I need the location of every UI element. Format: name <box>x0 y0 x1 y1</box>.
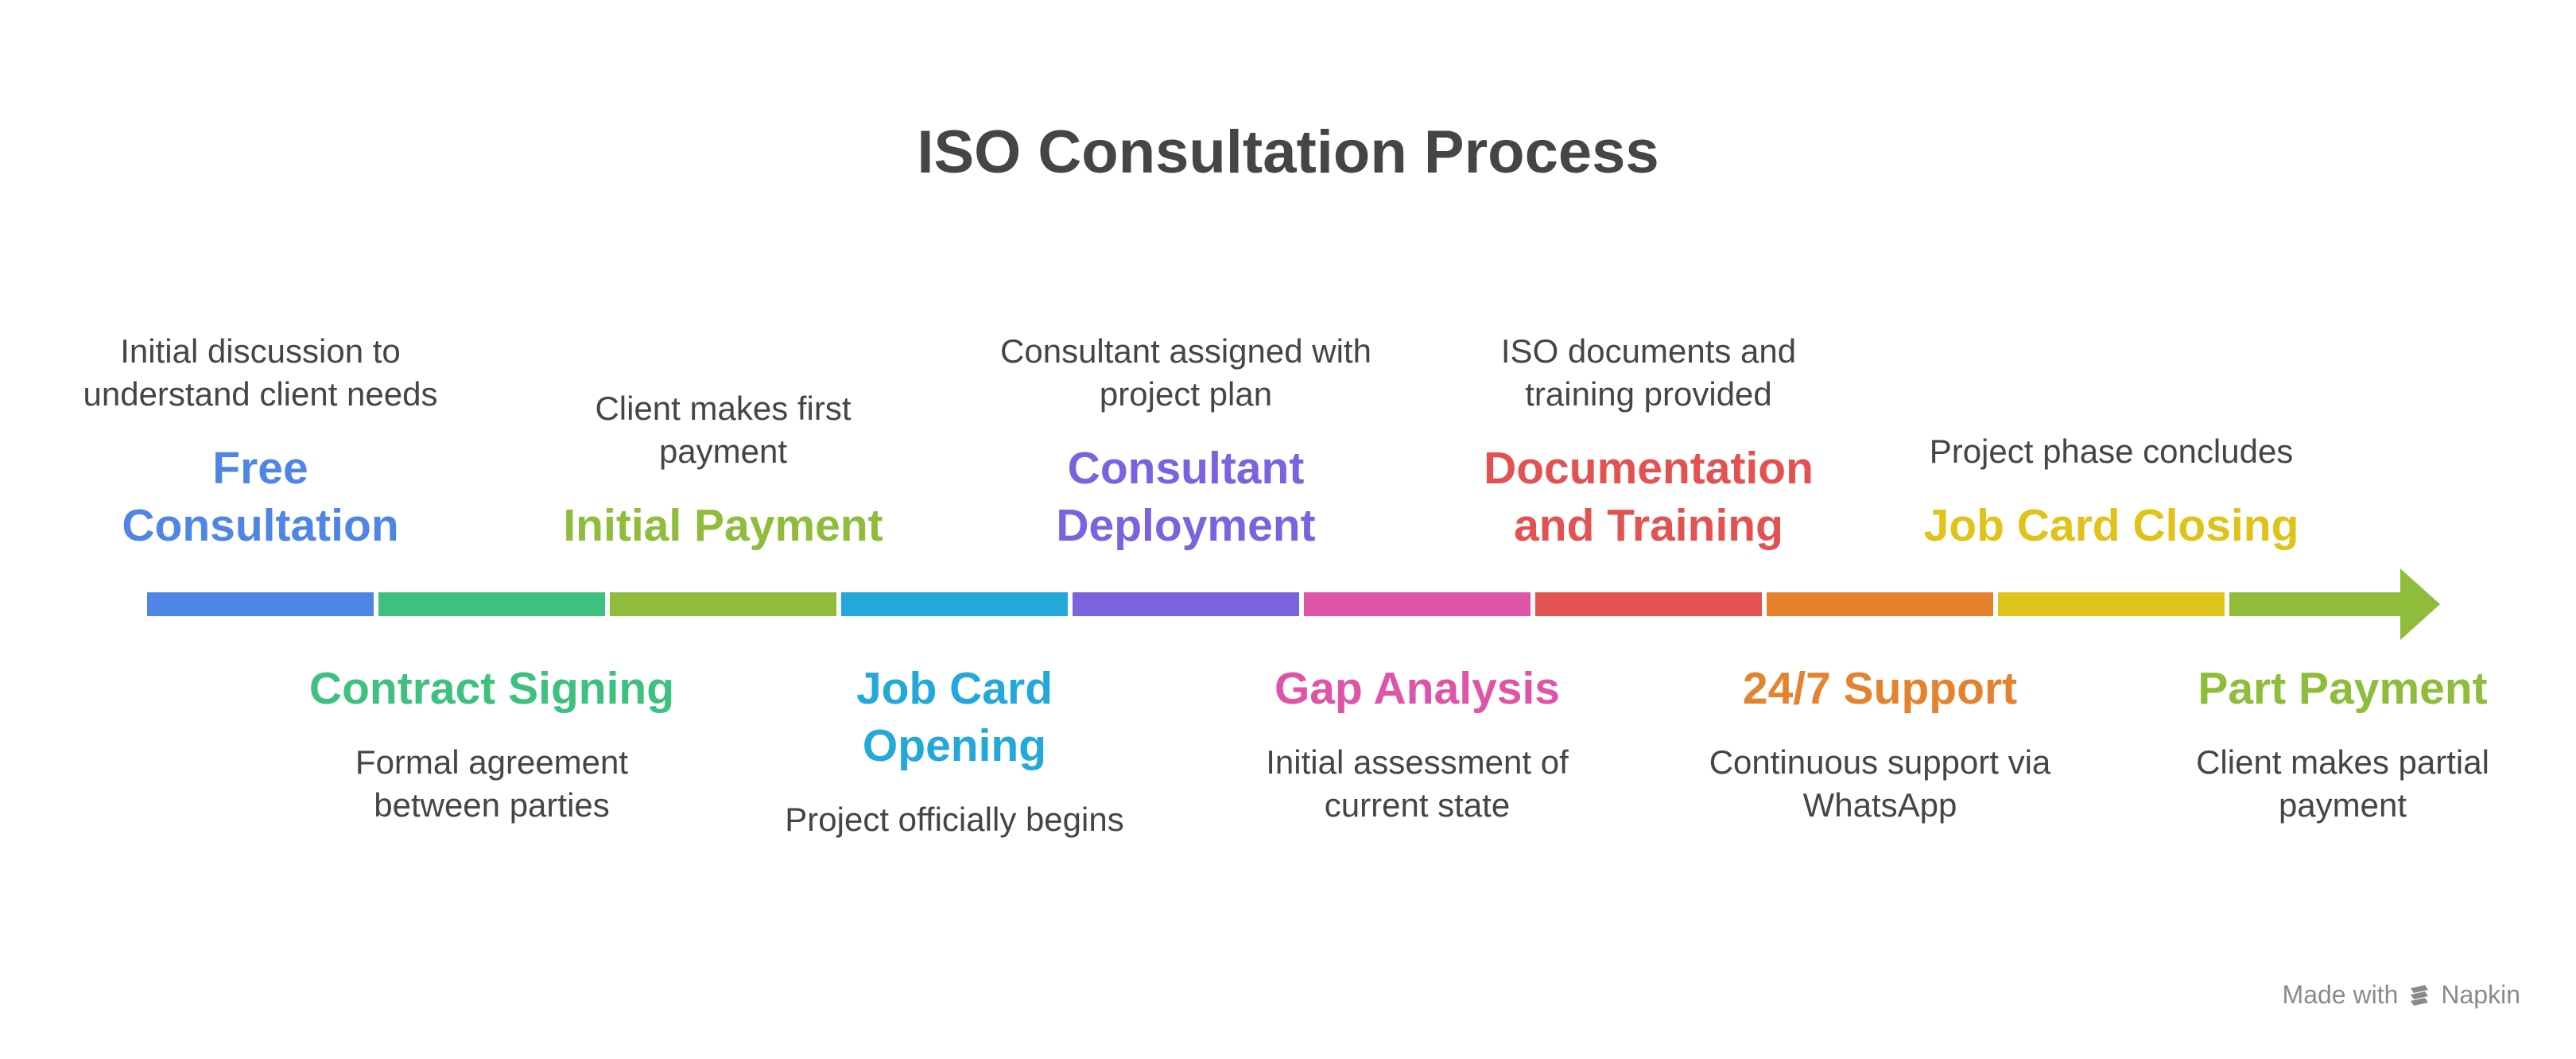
stage-9: Project phase concludes Job Card Closing <box>1921 430 2302 554</box>
stage-label: Job Card Opening <box>855 663 1053 771</box>
stage-label: Gap Analysis <box>1274 663 1561 714</box>
stage-description: Client makes first payment <box>595 390 852 470</box>
stage-description: Consultant assigned with project plan <box>1000 332 1371 413</box>
stage-4: Job Card Opening Project officially begin… <box>764 660 1146 841</box>
stage-1: Initial discussion to understand client … <box>70 330 452 554</box>
stage-description: Project officially begins <box>785 801 1124 838</box>
stage-description: Formal agreement between parties <box>355 743 629 824</box>
diagram-title: ISO Consultation Process <box>917 118 1659 186</box>
timeline-segment-8 <box>1767 592 1993 616</box>
stage-label: Job Card Closing <box>1923 500 2299 551</box>
stage-6: Gap Analysis Initial assessment of curren… <box>1227 660 1608 827</box>
timeline-segment-7 <box>1535 592 1762 616</box>
stage-3: Client makes first payment Initial Paymen… <box>533 387 914 554</box>
timeline-segment-9 <box>1998 592 2225 616</box>
stage-8: 24/7 Support Continuous support via Whats… <box>1690 660 2071 827</box>
timeline-arrowhead <box>2400 568 2440 640</box>
timeline-segment-4 <box>841 592 1068 616</box>
made-with-napkin: Made with Napkin <box>2283 980 2520 1010</box>
stage-label: Contract Signing <box>308 663 675 714</box>
stage-label: Documentation and Training <box>1484 443 1814 551</box>
stage-5: Consultant assigned with project plan Con… <box>995 330 1377 554</box>
stage-description: Client makes partial payment <box>2196 743 2489 824</box>
stage-label: Consultant Deployment <box>1056 443 1316 551</box>
stage-description: Project phase concludes <box>1929 433 2294 470</box>
napkin-logo-icon <box>2411 984 2429 1006</box>
stage-label: Part Payment <box>2198 663 2488 714</box>
brand-prefix: Made with <box>2282 980 2399 1009</box>
stage-description: Initial discussion to understand client … <box>83 332 438 413</box>
stage-label: 24/7 Support <box>1742 663 2018 714</box>
stage-description: Continuous support via WhatsApp <box>1709 743 2051 824</box>
stage-description: ISO documents and training provided <box>1500 332 1797 413</box>
timeline-segment-1 <box>147 592 374 616</box>
stage-10: Part Payment Client makes partial payment <box>2152 660 2534 827</box>
stage-7: ISO documents and training provided Docum… <box>1458 330 1840 554</box>
timeline-segment-5 <box>1073 592 1299 616</box>
stage-label: Initial Payment <box>563 500 883 551</box>
stage-description: Initial assessment of current state <box>1266 743 1569 824</box>
timeline-segment-2 <box>378 592 605 616</box>
timeline-segment-6 <box>1304 592 1530 616</box>
timeline-segment-3 <box>610 592 836 616</box>
timeline-segment-10 <box>2229 592 2400 616</box>
brand-name: Napkin <box>2441 980 2520 1009</box>
stage-2: Contract Signing Formal agreement between… <box>301 660 683 827</box>
stage-label: Free Consultation <box>122 443 399 551</box>
